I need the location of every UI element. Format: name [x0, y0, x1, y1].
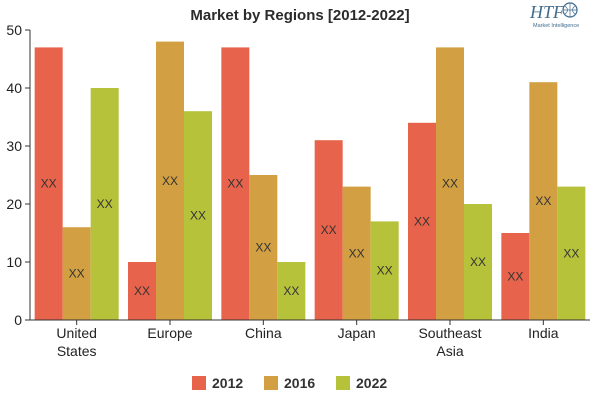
bar-2022-1: [184, 111, 212, 320]
bar-2012-4: [408, 122, 436, 320]
legend-swatch-2016: [264, 376, 278, 390]
bar-2016-1: [156, 41, 184, 320]
bar-2016-2: [249, 175, 278, 320]
y-tick-label: 0: [14, 312, 22, 328]
legend-label-2012: 2012: [212, 375, 243, 391]
bar-2022-3: [370, 221, 399, 320]
bar-data-label: XX: [414, 214, 430, 228]
bar-2012-2: [221, 47, 250, 321]
bar-data-label: XX: [190, 209, 206, 223]
bar-2012-3: [314, 140, 343, 320]
bar-data-label: XX: [535, 194, 551, 208]
bar-data-label: XX: [227, 177, 243, 191]
bar-data-label: XX: [162, 174, 178, 188]
y-tick-label: 50: [6, 22, 22, 38]
bar-data-label: XX: [69, 267, 85, 281]
bar-data-label: XX: [283, 284, 299, 298]
bar-2012-1: [128, 262, 156, 320]
bar-data-label: XX: [563, 246, 579, 260]
bar-data-label: XX: [377, 264, 393, 278]
logo-subtext: Market Intelligence: [533, 23, 579, 29]
bar-data-label: XX: [97, 197, 113, 211]
y-tick-label: 40: [6, 80, 22, 96]
legend-swatch-2022: [336, 376, 350, 390]
y-tick-label: 30: [6, 138, 22, 154]
bar-data-label: XX: [321, 223, 337, 237]
y-tick-label: 20: [6, 196, 22, 212]
legend-swatch-2012: [192, 376, 206, 390]
bar-2016-4: [436, 47, 464, 321]
legend-label-2016: 2016: [284, 375, 315, 391]
legend: 2012 2016 2022: [192, 375, 387, 391]
brand-logo: HTF Market Intelligence: [529, 2, 579, 29]
bar-2022-2: [277, 262, 306, 320]
bars-group: XX XX XX XX XX XX XX XX XX XX XX XX XX XX XX XX XX XX: [34, 41, 586, 321]
x-tick-label: Europe: [147, 325, 192, 341]
bar-2016-5: [529, 82, 558, 320]
bar-data-label: XX: [349, 246, 365, 260]
bar-data-label: XX: [41, 177, 57, 191]
bar-data-label: XX: [507, 270, 523, 284]
x-tick-label: Southeast Asia: [418, 325, 481, 359]
bar-data-label: XX: [470, 255, 486, 269]
x-tick-label: Japan: [338, 325, 376, 341]
y-axis: 0 10 20 30 40 50: [6, 22, 31, 328]
y-tick-label: 10: [6, 254, 22, 270]
bar-data-label: XX: [442, 177, 458, 191]
bar-data-label: XX: [255, 241, 271, 255]
bar-2022-4: [464, 204, 492, 320]
bar-2012-0: [34, 47, 63, 321]
bar-2022-0: [90, 88, 119, 320]
logo-text: HTF: [529, 2, 565, 22]
bar-2012-5: [501, 233, 530, 320]
legend-label-2022: 2022: [356, 375, 387, 391]
bar-2022-5: [557, 186, 586, 320]
x-axis: United States Europe China Japan Southeast Asi…: [30, 319, 590, 359]
bar-2016-3: [342, 186, 371, 320]
x-tick-label: United States: [56, 325, 96, 359]
bar-data-label: XX: [134, 284, 150, 298]
bar-2016-0: [62, 227, 91, 320]
x-tick-label: India: [528, 325, 559, 341]
chart-title: Market by Regions [2012-2022]: [190, 7, 409, 24]
x-tick-label: China: [245, 325, 282, 341]
globe-lines-icon: [563, 3, 577, 17]
